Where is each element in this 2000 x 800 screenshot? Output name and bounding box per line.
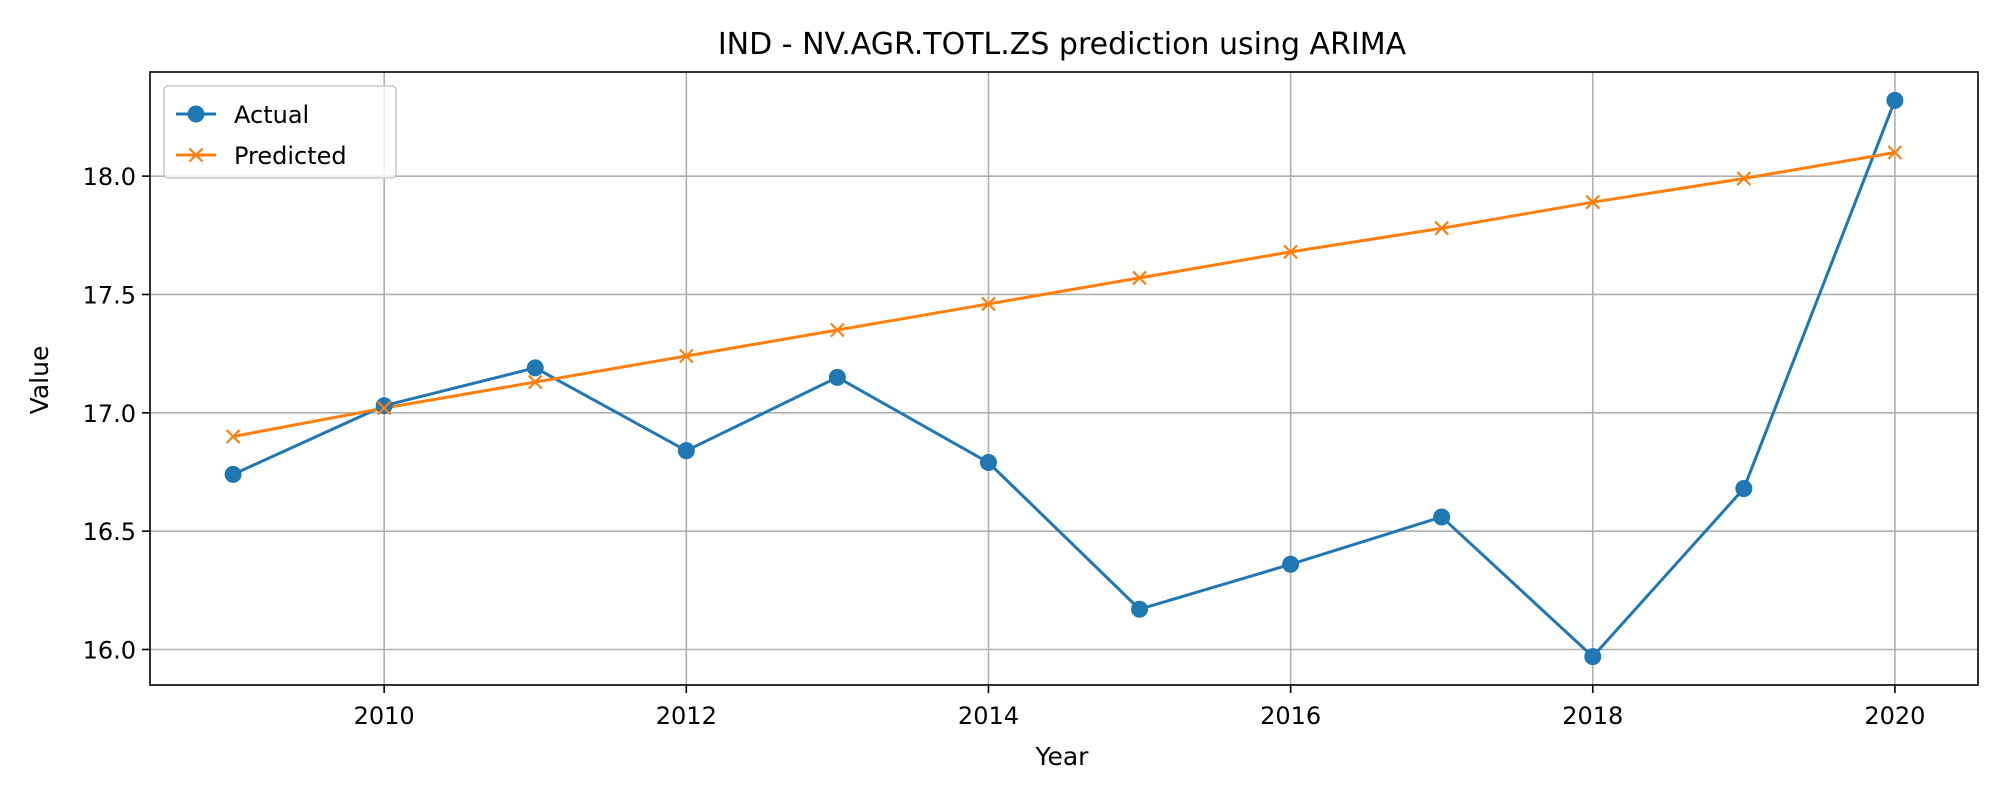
x-axis-label: Year: [1035, 742, 1090, 771]
x-tick-label: 2010: [354, 702, 415, 730]
x-tick-label: 2012: [656, 702, 717, 730]
data-point-actual: [828, 368, 846, 386]
data-point-predicted: [1585, 194, 1601, 210]
x-tick-label: 2016: [1260, 702, 1321, 730]
data-point-actual: [1584, 648, 1602, 666]
y-tick-label: 17.5: [83, 281, 136, 309]
y-axis-label: Value: [25, 346, 54, 415]
data-point-actual: [1433, 508, 1451, 526]
legend: Actual Predicted: [163, 85, 397, 179]
series-markers: [224, 91, 1904, 666]
data-point-actual: [224, 465, 242, 483]
x-tick-label: 2020: [1864, 702, 1925, 730]
data-point-predicted: [1887, 145, 1903, 160]
chart-title: IND - NV.AGR.TOTL.ZS prediction using AR…: [718, 27, 1407, 62]
grid: [150, 72, 1978, 685]
data-point-actual: [1282, 555, 1300, 573]
series-line-actual: [232, 99, 1897, 659]
data-point-predicted: [376, 400, 392, 416]
data-point-predicted: [830, 322, 845, 338]
data-point-actual: [1886, 91, 1904, 109]
y-tick-label: 17.0: [83, 400, 136, 428]
data-point-predicted: [679, 348, 694, 364]
data-point-actual: [1131, 600, 1149, 618]
data-point-actual: [526, 359, 544, 377]
y-tick-label: 16.0: [83, 636, 136, 664]
data-point-predicted: [1132, 270, 1147, 286]
data-point-actual: [979, 454, 997, 472]
x-tick-label: 2018: [1562, 702, 1623, 730]
series-line-predicted: [232, 150, 1896, 438]
data-point-actual: [1735, 480, 1753, 498]
data-point-actual: [677, 442, 695, 460]
data-point-predicted: [1283, 244, 1298, 260]
data-point-predicted: [527, 374, 543, 390]
legend-marker-predicted: [188, 147, 204, 163]
legend-label-predicted: Predicted: [234, 142, 347, 170]
data-point-predicted: [981, 296, 996, 312]
legend-label-actual: Actual: [234, 101, 309, 129]
data-point-actual: [375, 397, 393, 415]
data-point-predicted: [1434, 220, 1449, 236]
y-tick-label: 16.5: [83, 518, 136, 546]
plot-frame: [149, 71, 1979, 686]
series-lines: [232, 99, 1897, 659]
data-point-predicted: [1736, 171, 1752, 186]
axis-ticks: 2010 2012 2014 2016 2018 2020 16.0 16.5 17.0 17.5…: [83, 163, 1926, 730]
y-tick-label: 18.0: [83, 163, 136, 191]
legend-box: [163, 85, 397, 179]
legend-marker-actual: [187, 105, 205, 123]
x-tick-label: 2014: [958, 702, 1019, 730]
data-point-predicted: [225, 429, 241, 444]
